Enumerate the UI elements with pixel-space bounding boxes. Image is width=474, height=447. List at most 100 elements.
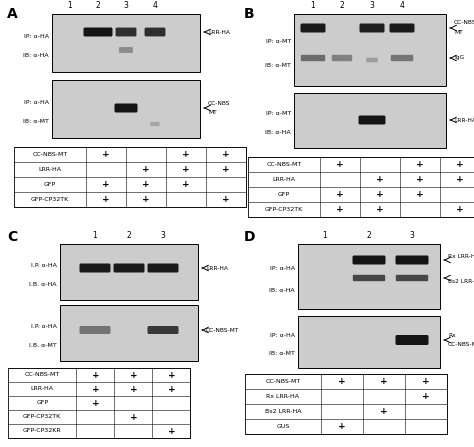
- Text: 3: 3: [370, 1, 374, 10]
- Text: +: +: [102, 180, 110, 189]
- Text: +: +: [416, 160, 424, 169]
- Text: CC-NBS: CC-NBS: [454, 20, 474, 25]
- Text: +: +: [456, 205, 464, 214]
- FancyBboxPatch shape: [301, 24, 326, 33]
- Text: GFP-CP32KR: GFP-CP32KR: [23, 429, 62, 434]
- FancyBboxPatch shape: [390, 24, 414, 33]
- Bar: [294, 14, 446, 86]
- Text: I.P. α-HA: I.P. α-HA: [31, 263, 57, 268]
- Text: +: +: [380, 377, 387, 386]
- Bar: [248, 157, 474, 217]
- Text: +: +: [456, 175, 464, 184]
- Text: Rx: Rx: [448, 333, 456, 338]
- FancyBboxPatch shape: [80, 263, 110, 273]
- Text: IP: α-MT: IP: α-MT: [266, 39, 291, 44]
- Bar: [245, 374, 447, 434]
- Text: I.B. α-HA: I.B. α-HA: [29, 282, 57, 287]
- FancyBboxPatch shape: [359, 24, 384, 33]
- Text: 2: 2: [340, 1, 345, 10]
- Text: +: +: [168, 371, 175, 380]
- Text: +: +: [129, 413, 137, 422]
- Text: IB: α-MT: IB: α-MT: [269, 351, 295, 356]
- Text: IP: α-MT: IP: α-MT: [266, 111, 291, 116]
- Text: IP: α-HA: IP: α-HA: [24, 100, 49, 105]
- Text: LRR-HA: LRR-HA: [208, 30, 230, 34]
- Text: +: +: [182, 165, 190, 174]
- Text: +: +: [222, 150, 230, 159]
- Text: MT: MT: [208, 110, 217, 115]
- Bar: [294, 93, 446, 148]
- FancyBboxPatch shape: [147, 263, 179, 273]
- Text: +: +: [336, 190, 344, 199]
- Text: +: +: [416, 190, 424, 199]
- Text: +: +: [380, 407, 387, 416]
- Text: 2: 2: [127, 231, 131, 240]
- FancyBboxPatch shape: [391, 55, 413, 61]
- Text: +: +: [376, 175, 384, 184]
- Text: IB: α-HA: IB: α-HA: [269, 288, 295, 293]
- Text: +: +: [91, 371, 99, 380]
- Text: +: +: [338, 377, 346, 386]
- FancyBboxPatch shape: [358, 115, 385, 125]
- Text: IB: α-HA: IB: α-HA: [23, 53, 49, 58]
- Bar: [298, 316, 440, 368]
- Text: +: +: [129, 384, 137, 393]
- FancyBboxPatch shape: [353, 275, 385, 281]
- Text: IP: α-HA: IP: α-HA: [270, 266, 295, 271]
- FancyBboxPatch shape: [395, 256, 428, 265]
- Text: 1: 1: [310, 1, 315, 10]
- Text: 4: 4: [400, 1, 404, 10]
- FancyBboxPatch shape: [145, 28, 165, 37]
- Bar: [52, 14, 200, 72]
- Bar: [8, 368, 191, 438]
- Text: D: D: [244, 230, 255, 244]
- Text: GUS: GUS: [276, 424, 290, 429]
- Text: GFP-CP32TK: GFP-CP32TK: [265, 207, 303, 212]
- Text: Rx LRR-HA: Rx LRR-HA: [448, 254, 474, 259]
- Text: +: +: [91, 398, 99, 408]
- Text: +: +: [222, 195, 230, 204]
- Bar: [14, 147, 246, 207]
- Text: CC-NBS: CC-NBS: [208, 101, 230, 106]
- Text: +: +: [336, 205, 344, 214]
- Text: GFP-CP32TK: GFP-CP32TK: [23, 414, 61, 419]
- Text: LRR-HA: LRR-HA: [454, 118, 474, 122]
- Text: 2: 2: [96, 1, 100, 10]
- Bar: [60, 305, 198, 361]
- Text: +: +: [91, 384, 99, 393]
- Text: 1: 1: [68, 1, 73, 10]
- Text: CC-NBS-MT: CC-NBS-MT: [266, 162, 301, 167]
- Text: LRR-HA: LRR-HA: [31, 387, 54, 392]
- Text: +: +: [168, 426, 175, 435]
- FancyBboxPatch shape: [301, 55, 325, 61]
- FancyBboxPatch shape: [332, 55, 352, 61]
- Text: GFP-CP32TK: GFP-CP32TK: [31, 197, 69, 202]
- Text: +: +: [422, 377, 429, 386]
- Text: 1: 1: [323, 231, 328, 240]
- FancyBboxPatch shape: [116, 28, 137, 37]
- Text: I.P. α-HA: I.P. α-HA: [31, 324, 57, 329]
- FancyBboxPatch shape: [115, 104, 137, 113]
- FancyBboxPatch shape: [113, 263, 145, 273]
- Text: +: +: [182, 150, 190, 159]
- Text: CC-NBS-MT: CC-NBS-MT: [32, 152, 68, 157]
- Text: +: +: [338, 422, 346, 431]
- Bar: [298, 244, 440, 309]
- Text: 3: 3: [410, 231, 414, 240]
- Text: +: +: [376, 190, 384, 199]
- Text: GFP: GFP: [44, 182, 56, 187]
- Text: 2: 2: [366, 231, 371, 240]
- FancyBboxPatch shape: [150, 122, 160, 126]
- Text: IP: α-HA: IP: α-HA: [24, 34, 49, 38]
- Text: 1: 1: [92, 231, 97, 240]
- Text: +: +: [142, 180, 150, 189]
- Text: Bs2 LRR-HA: Bs2 LRR-HA: [448, 279, 474, 284]
- Text: +: +: [142, 165, 150, 174]
- Text: +: +: [182, 180, 190, 189]
- Text: LRR-HA: LRR-HA: [273, 177, 295, 182]
- FancyBboxPatch shape: [395, 335, 428, 345]
- Text: CC-NBS-MT: CC-NBS-MT: [448, 342, 474, 347]
- FancyBboxPatch shape: [353, 256, 385, 265]
- Bar: [52, 80, 200, 138]
- Text: IB: α-MT: IB: α-MT: [265, 63, 291, 68]
